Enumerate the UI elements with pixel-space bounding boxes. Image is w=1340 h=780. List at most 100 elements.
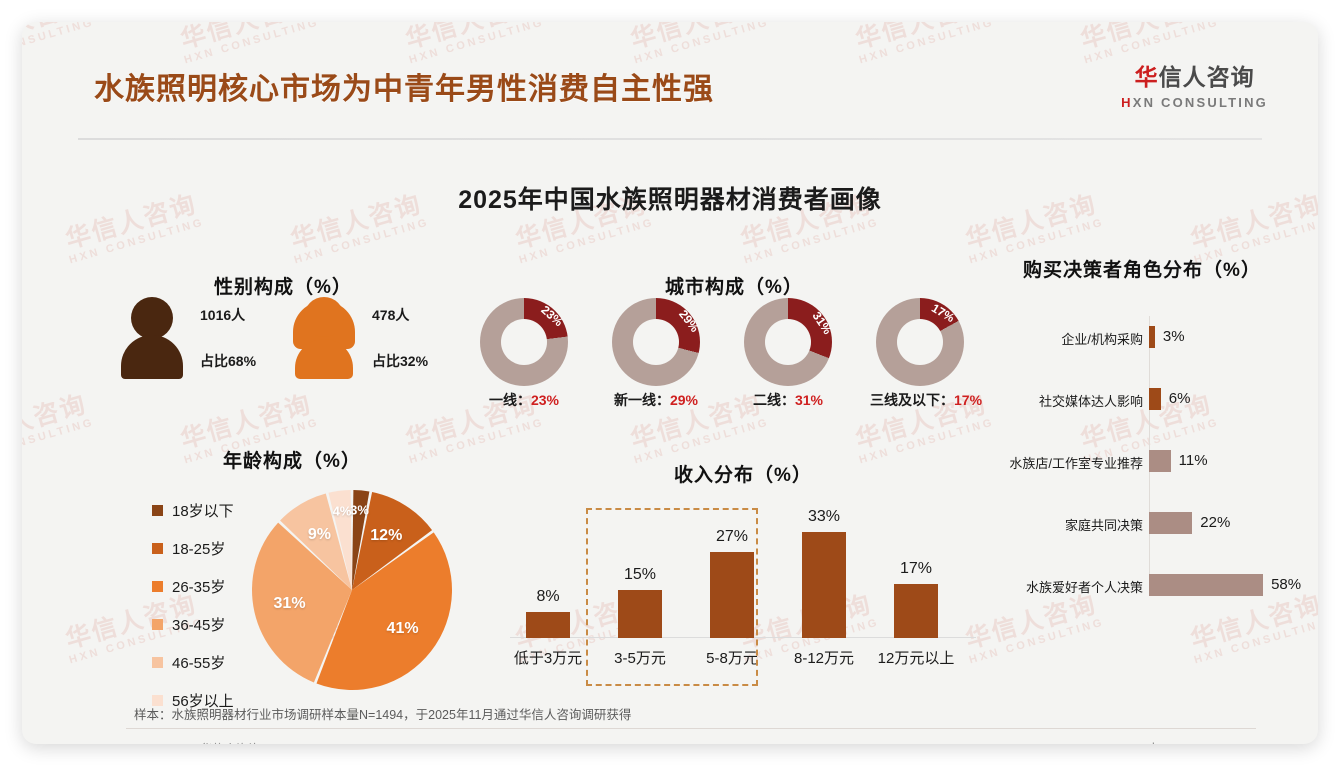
donut-ring: 17% [876, 298, 964, 386]
decision-bar-value: 6% [1168, 390, 1191, 407]
donut-ring: 31% [744, 298, 835, 386]
decision-bar-label: 水族爱好者个人决策 [1025, 580, 1143, 595]
income-section-title: 收入分布（%） [674, 465, 812, 486]
logo-chinese-rest: 信人咨询 [1158, 64, 1255, 90]
decision-bar-value: 3% [1162, 328, 1185, 345]
age-legend-item: 26-35岁 [152, 576, 234, 597]
decision-bar-label: 企业/机构采购 [1061, 332, 1143, 347]
decision-bar-label: 水族店/工作室专业推荐 [1009, 456, 1143, 471]
gender-female-share: 占比32% [372, 353, 429, 369]
gender-male: 1016人 占比68% [118, 297, 256, 379]
donut-hole [633, 319, 679, 365]
decision-bar-label: 社交媒体达人影响 [1038, 394, 1143, 409]
age-legend-item: 18-25岁 [152, 538, 234, 559]
donut-hole [501, 319, 547, 365]
decision-bar [1149, 388, 1161, 410]
pie-slice [252, 522, 352, 683]
income-bar [894, 583, 938, 638]
income-highlight-box [586, 508, 758, 686]
decision-bar [1149, 512, 1193, 534]
donut-percent-label: 17% [929, 300, 958, 325]
income-bar-chart: 8% 低于3万元 15% 3-5万元 27% 5-8万元 33% 8-12万元 17% 12万元以… [498, 492, 988, 686]
income-bar-category: 12万元以上 [877, 650, 955, 667]
page-headline: 水族照明核心市场为中青年男性消费自主性强 [94, 73, 714, 106]
footer-divider [126, 728, 1256, 729]
gender-female-count: 478人 [372, 307, 410, 323]
gender-female-text: 478人 占比32% [372, 305, 428, 371]
donut-caption-value: 23% [530, 392, 560, 408]
donut-caption-value: 17% [954, 392, 983, 408]
legend-label: 56岁以上 [172, 693, 234, 710]
gender-section-title: 性别构成（%） [214, 277, 352, 298]
pie-slice-label: 31% [273, 594, 306, 612]
pie-slice-label: 41% [386, 620, 419, 638]
income-bar-value: 8% [536, 588, 560, 606]
income-bar-category: 低于3万元 [513, 650, 583, 667]
donut-caption-label: 三线及以下： [870, 392, 954, 408]
donut-percent-label: 31% [809, 309, 835, 337]
pie-slice [316, 532, 452, 690]
donut-caption-value: 31% [794, 392, 824, 408]
decision-bar-label: 家庭共同决策 [1064, 518, 1143, 533]
donut-caption: 三线及以下：17% [870, 390, 982, 410]
logo-english: HXN CONSULTING [1121, 95, 1268, 110]
donut-caption: 一线：23% [474, 390, 574, 410]
age-pie-chart: 3% 12% 41% 31% 9% 4% [252, 490, 452, 690]
header: 水族照明核心市场为中青年男性消费自主性强 华信人咨询 HXN CONSULTIN… [22, 22, 1318, 112]
page-subtitle: 2025年中国水族照明器材消费者画像 [458, 186, 882, 214]
header-divider [78, 138, 1262, 140]
decision-bar-value: 22% [1200, 514, 1231, 531]
pie-slice [352, 492, 433, 590]
copyright-text: ©2026.1 HXR华信人咨询 [126, 740, 260, 744]
city-donut: 29% 新一线：29% [606, 298, 706, 408]
income-bar-value: 27% [715, 527, 749, 545]
legend-label: 26-35岁 [172, 579, 226, 596]
income-bar-value: 17% [899, 559, 933, 577]
male-silhouette-icon [118, 297, 186, 379]
legend-swatch [152, 581, 163, 592]
income-bar-category: 8-12万元 [793, 650, 855, 667]
donut-percent-label: 23% [538, 303, 567, 330]
decision-bar [1149, 450, 1171, 472]
pie-slice [328, 490, 352, 590]
city-donut: 17% 三线及以下：17% [870, 298, 982, 408]
pie-slice [352, 490, 370, 590]
age-section-title: 年龄构成（%） [223, 451, 361, 472]
decision-bar-value: 58% [1271, 576, 1302, 593]
website-link[interactable]: www.hxrcon.com [1123, 740, 1214, 744]
legend-swatch [152, 543, 163, 554]
age-legend-item: 56岁以上 [152, 690, 234, 711]
income-bar [526, 612, 570, 638]
city-donut: 31% 二线：31% [738, 298, 838, 408]
decision-bar [1149, 326, 1155, 348]
decision-bar [1149, 574, 1264, 596]
donut-ring: 23% [480, 298, 568, 386]
legend-swatch [152, 695, 163, 706]
logo-chinese: 华信人咨询 [1121, 58, 1268, 92]
legend-swatch [152, 657, 163, 668]
legend-swatch [152, 505, 163, 516]
legend-label: 18-25岁 [172, 541, 226, 558]
pie-slice-label: 12% [370, 526, 403, 544]
city-section-title: 城市构成（%） [665, 277, 803, 298]
gender-male-text: 1016人 占比68% [200, 305, 256, 371]
income-bar-category: 5-8万元 [706, 650, 758, 667]
donut-caption: 二线：31% [738, 390, 838, 410]
logo-english-rest: XN CONSULTING [1132, 95, 1268, 110]
gender-male-share: 占比68% [200, 353, 257, 369]
female-silhouette-icon [290, 297, 358, 379]
donut-hole [897, 319, 943, 365]
income-bar [710, 551, 754, 638]
age-legend-item: 36-45岁 [152, 614, 234, 635]
donut-caption-label: 二线： [752, 392, 795, 408]
age-pie-svg [252, 490, 452, 690]
decision-maker-chart: 企业/机构采购 3% 社交媒体达人影响 6% 水族店/工作室专业推荐 11% 家庭共同决策 2… [997, 312, 1301, 612]
donut-percent-label: 29% [675, 307, 702, 335]
brand-logo: 华信人咨询 HXN CONSULTING [1121, 58, 1268, 110]
legend-swatch [152, 619, 163, 630]
legend-label: 36-45岁 [172, 617, 226, 634]
gender-female: 478人 占比32% [290, 297, 428, 379]
pie-slice-label: 4% [332, 503, 352, 519]
